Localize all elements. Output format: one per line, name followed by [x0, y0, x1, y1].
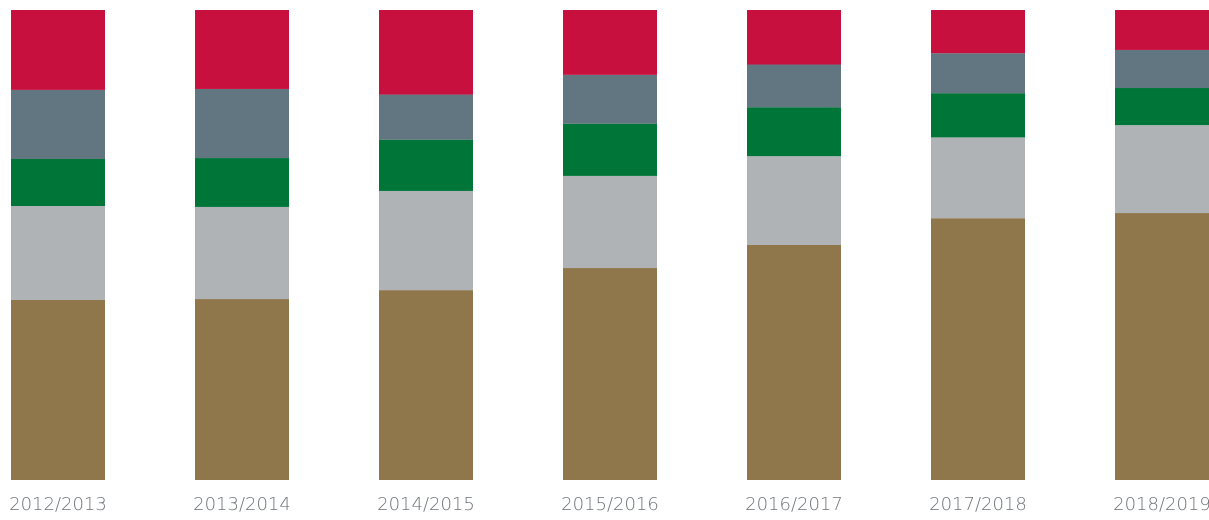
bar-segment-2018-2019-5: [1115, 10, 1209, 50]
bar-segment-2014-2015-1: [379, 290, 473, 480]
x-tick-label: 2012/2013: [9, 494, 107, 515]
bar-segment-2016-2017-1: [747, 245, 841, 480]
x-tick-label: 2017/2018: [929, 494, 1027, 515]
bar-segment-2017-2018-5: [931, 10, 1025, 54]
bar-segment-2018-2019-1: [1115, 213, 1209, 481]
bar-segment-2014-2015-3: [379, 139, 473, 191]
bar-segment-2018-2019-4: [1115, 49, 1209, 89]
bar-segment-2012-2013-3: [11, 158, 105, 206]
bar-segment-2017-2018-1: [931, 218, 1025, 480]
bar-segment-2012-2013-4: [11, 89, 105, 159]
bar-segment-2016-2017-2: [747, 156, 841, 245]
bar-segment-2013-2014-5: [195, 10, 289, 89]
bar-segment-2015-2016-2: [563, 175, 657, 269]
bar-segment-2013-2014-1: [195, 299, 289, 480]
bars-group: [11, 10, 1209, 481]
x-tick-label: 2016/2017: [745, 494, 843, 515]
bar-segment-2016-2017-5: [747, 10, 841, 65]
bar-segment-2013-2014-3: [195, 158, 289, 207]
bar-segment-2017-2018-4: [931, 53, 1025, 94]
bar-segment-2014-2015-5: [379, 10, 473, 95]
bar-segment-2016-2017-3: [747, 107, 841, 157]
bar-segment-2014-2015-4: [379, 94, 473, 140]
bar-segment-2015-2016-5: [563, 10, 657, 75]
x-tick-label: 2015/2016: [561, 494, 659, 515]
x-tick-label: 2013/2014: [193, 494, 291, 515]
x-tick-label: 2018/2019: [1113, 494, 1209, 515]
bar-segment-2016-2017-4: [747, 64, 841, 108]
bar-segment-2017-2018-3: [931, 93, 1025, 138]
bar-segment-2013-2014-2: [195, 206, 289, 300]
bar-segment-2012-2013-2: [11, 205, 105, 300]
bar-segment-2013-2014-4: [195, 88, 289, 159]
bar-segment-2012-2013-5: [11, 10, 105, 90]
bar-segment-2015-2016-4: [563, 74, 657, 124]
bar-segment-2018-2019-2: [1115, 125, 1209, 214]
bar-segment-2015-2016-1: [563, 268, 657, 480]
x-tick-label: 2014/2015: [377, 494, 475, 515]
bar-segment-2014-2015-2: [379, 190, 473, 291]
bar-segment-2015-2016-3: [563, 123, 657, 176]
x-axis-labels: 2012/2013 2013/2014 2014/2015 2015/2016 2016…: [9, 494, 1209, 515]
bar-segment-2017-2018-2: [931, 137, 1025, 219]
bar-segment-2018-2019-3: [1115, 88, 1209, 126]
bar-segment-2012-2013-1: [11, 299, 105, 480]
